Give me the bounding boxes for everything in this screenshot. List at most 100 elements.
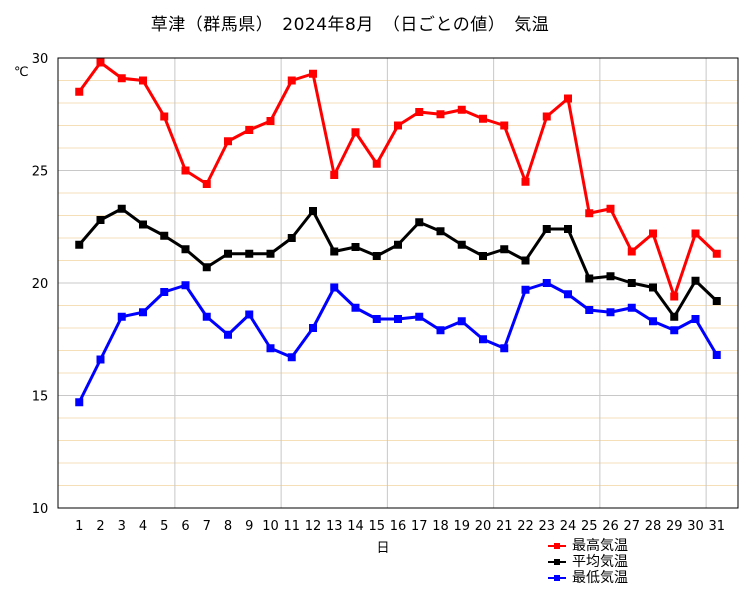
- series-avg-temp: [75, 204, 721, 321]
- min-temp-point: [457, 317, 466, 326]
- avg-temp-point: [436, 227, 445, 236]
- avg-temp-point: [542, 225, 551, 233]
- min-temp-point: [479, 335, 487, 344]
- legend: 最高気温 平均気温 最低気温: [548, 538, 628, 586]
- x-tick-label: 11: [283, 519, 300, 534]
- avg-temp-point: [606, 272, 615, 281]
- avg-temp-point: [564, 225, 572, 233]
- x-axis-ticks: 1 2 3 4 5 6 7 8 9 10 11 12 13 14 15 16 17 18 19 20 21 22 23 24 2…: [75, 519, 725, 534]
- legend-item-min: 最低気温: [548, 570, 628, 586]
- legend-item-avg: 平均気温: [548, 554, 628, 570]
- x-tick-label: 28: [645, 519, 662, 534]
- x-tick-label: 14: [347, 519, 364, 534]
- max-temp-point: [266, 117, 275, 125]
- x-tick-label: 17: [411, 519, 428, 534]
- max-temp-point: [96, 58, 105, 67]
- x-tick-label: 12: [305, 519, 322, 534]
- major-gridlines: [58, 58, 738, 508]
- y-tick-label: 10: [32, 502, 49, 517]
- min-temp-point: [542, 279, 551, 287]
- max-temp-point: [181, 166, 190, 175]
- avg-temp-point: [394, 240, 402, 249]
- max-temp-point: [75, 87, 84, 96]
- avg-temp-point: [330, 247, 339, 256]
- max-temp-point: [500, 121, 509, 130]
- min-temp-point: [266, 344, 275, 353]
- avg-temp-point: [287, 234, 296, 242]
- min-temp-point: [649, 317, 657, 326]
- avg-temp-point: [117, 204, 126, 213]
- min-temp-point: [564, 290, 572, 299]
- max-temp-point: [606, 204, 615, 213]
- min-temp-point: [75, 398, 84, 407]
- max-temp-point: [712, 249, 721, 258]
- min-temp-point: [394, 315, 402, 323]
- min-temp-point: [202, 312, 211, 321]
- min-temp-point: [117, 312, 126, 321]
- y-tick-label: 15: [32, 390, 49, 405]
- avg-temp-point: [500, 245, 509, 254]
- x-tick-label: 16: [390, 519, 407, 534]
- min-temp-point: [245, 310, 254, 319]
- legend-swatch-max: [548, 541, 566, 551]
- y-axis-ticks: 10 15 20 25 30: [32, 52, 49, 517]
- x-tick-label: 22: [517, 519, 534, 534]
- series-min-temp: [75, 279, 721, 407]
- max-temp-point: [351, 128, 360, 137]
- max-temp-point: [160, 112, 169, 121]
- chart-title: 草津（群馬県） 2024年8月 （日ごとの値） 気温: [150, 15, 550, 35]
- avg-temp-point: [457, 240, 466, 249]
- x-tick-label: 13: [326, 519, 343, 534]
- series-max-temp: [75, 58, 721, 301]
- avg-temp-point: [649, 283, 657, 292]
- max-temp-point: [287, 76, 296, 85]
- max-temp-point: [649, 229, 657, 238]
- max-temp-point: [564, 94, 572, 103]
- avg-temp-point: [245, 249, 254, 258]
- min-temp-point: [309, 324, 317, 332]
- avg-temp-point: [181, 245, 190, 254]
- min-temp-point: [436, 326, 445, 335]
- avg-temp-point: [224, 249, 232, 258]
- max-temp-point: [117, 74, 126, 83]
- x-tick-label: 23: [538, 519, 555, 534]
- max-temp-point: [627, 247, 636, 256]
- max-temp-point: [585, 209, 594, 218]
- plot-frame: [57, 57, 739, 509]
- min-temp-point: [500, 344, 509, 353]
- x-tick-label: 26: [602, 519, 619, 534]
- legend-label-max: 最高気温: [572, 538, 628, 554]
- x-tick-label: 25: [581, 519, 598, 534]
- max-temp-point: [309, 69, 317, 78]
- max-temp-point: [394, 121, 402, 130]
- max-temp-point: [691, 229, 700, 238]
- x-tick-label: 9: [245, 519, 253, 534]
- max-temp-point: [670, 292, 679, 301]
- min-temp-point: [521, 285, 530, 294]
- avg-temp-point: [202, 263, 211, 272]
- min-temp-point: [351, 303, 360, 312]
- avg-temp-point: [479, 252, 487, 260]
- avg-temp-point: [75, 240, 84, 249]
- max-temp-point: [330, 171, 339, 179]
- min-temp-point: [415, 312, 424, 321]
- x-tick-label: 29: [666, 519, 683, 534]
- x-tick-label: 20: [475, 519, 492, 534]
- max-temp-point: [415, 108, 424, 116]
- x-tick-label: 10: [262, 519, 279, 534]
- x-tick-label: 8: [224, 519, 232, 534]
- legend-swatch-avg: [548, 557, 566, 567]
- min-temp-point: [287, 353, 296, 362]
- y-tick-label: 25: [32, 165, 49, 180]
- legend-item-max: 最高気温: [548, 538, 628, 554]
- min-temp-point: [330, 283, 339, 292]
- min-temp-point: [670, 326, 679, 335]
- x-tick-label: 15: [368, 519, 385, 534]
- min-temp-point: [139, 308, 147, 317]
- avg-temp-point: [585, 274, 594, 283]
- min-temp-point: [96, 355, 105, 364]
- avg-temp-point: [712, 297, 721, 305]
- max-temp-point: [139, 76, 147, 85]
- x-tick-label: 30: [687, 519, 704, 534]
- x-axis-label: 日: [376, 541, 389, 556]
